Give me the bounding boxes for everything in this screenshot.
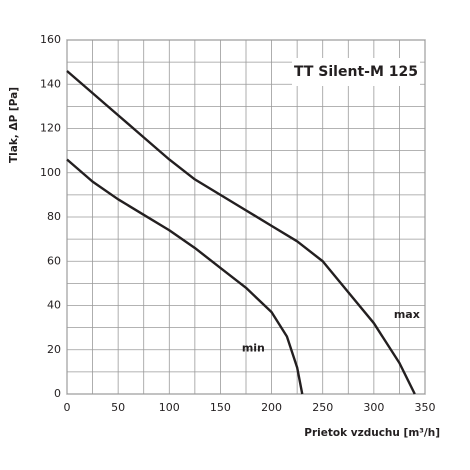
y-tick-label: 40 — [47, 299, 61, 312]
x-tick-label: 0 — [64, 401, 71, 414]
x-tick-label: 350 — [415, 401, 436, 414]
y-tick-label: 0 — [54, 387, 61, 400]
x-tick-label: 50 — [111, 401, 125, 414]
x-tick-label: 300 — [363, 401, 384, 414]
y-tick-label: 60 — [47, 254, 61, 267]
grid — [66, 39, 426, 395]
x-tick-label: 250 — [312, 401, 333, 414]
y-tick-label: 140 — [40, 77, 61, 90]
series-line — [66, 158, 304, 395]
y-tick-label: 120 — [40, 122, 61, 135]
x-tick-label: 200 — [261, 401, 282, 414]
x-tick-label: 100 — [159, 401, 180, 414]
x-axis-label: Prietok vzduchu [m³/h] — [304, 427, 440, 439]
series-line — [66, 70, 416, 395]
y-tick-label: 100 — [40, 166, 61, 179]
y-axis-label: Tlak, ΔP [Pa] — [8, 87, 20, 163]
chart-title: TT Silent-M 125 — [294, 64, 418, 80]
y-tick-label: 160 — [40, 33, 61, 46]
marks — [66, 70, 416, 395]
series-label: max — [394, 308, 420, 321]
y-tick-label: 80 — [47, 210, 61, 223]
series-label: min — [242, 341, 265, 354]
y-tick-label: 20 — [47, 343, 61, 356]
x-tick-label: 150 — [210, 401, 231, 414]
title-box — [292, 58, 420, 86]
